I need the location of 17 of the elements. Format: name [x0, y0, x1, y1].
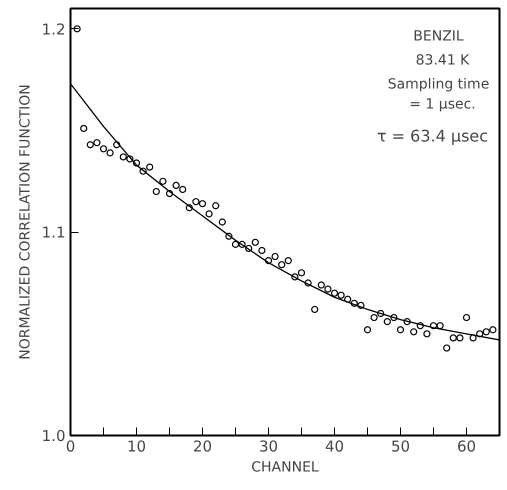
annotation: Sampling time	[388, 76, 490, 92]
y-tick-label: 1.2	[42, 20, 66, 38]
y-axis-title: NORMALIZED CORRELATION FUNCTION	[18, 84, 34, 360]
annotation: = 1 μsec.	[409, 96, 476, 112]
x-tick-label: 50	[390, 438, 410, 456]
y-tick-label: 1.1	[42, 224, 66, 242]
x-tick-label: 10	[126, 438, 146, 456]
x-axis-title: CHANNEL	[251, 460, 319, 476]
annotation: τ = 63.4 μsec	[376, 126, 488, 146]
x-tick-label: 40	[324, 438, 344, 456]
x-tick-label: 30	[258, 438, 278, 456]
x-tick-label: 20	[192, 438, 212, 456]
x-tick-label: 60	[456, 438, 476, 456]
annotation: 83.41 K	[416, 52, 470, 68]
annotation: BENZIL	[413, 28, 464, 44]
y-tick-label: 1.0	[42, 427, 66, 445]
x-tick-label: 0	[66, 438, 76, 456]
